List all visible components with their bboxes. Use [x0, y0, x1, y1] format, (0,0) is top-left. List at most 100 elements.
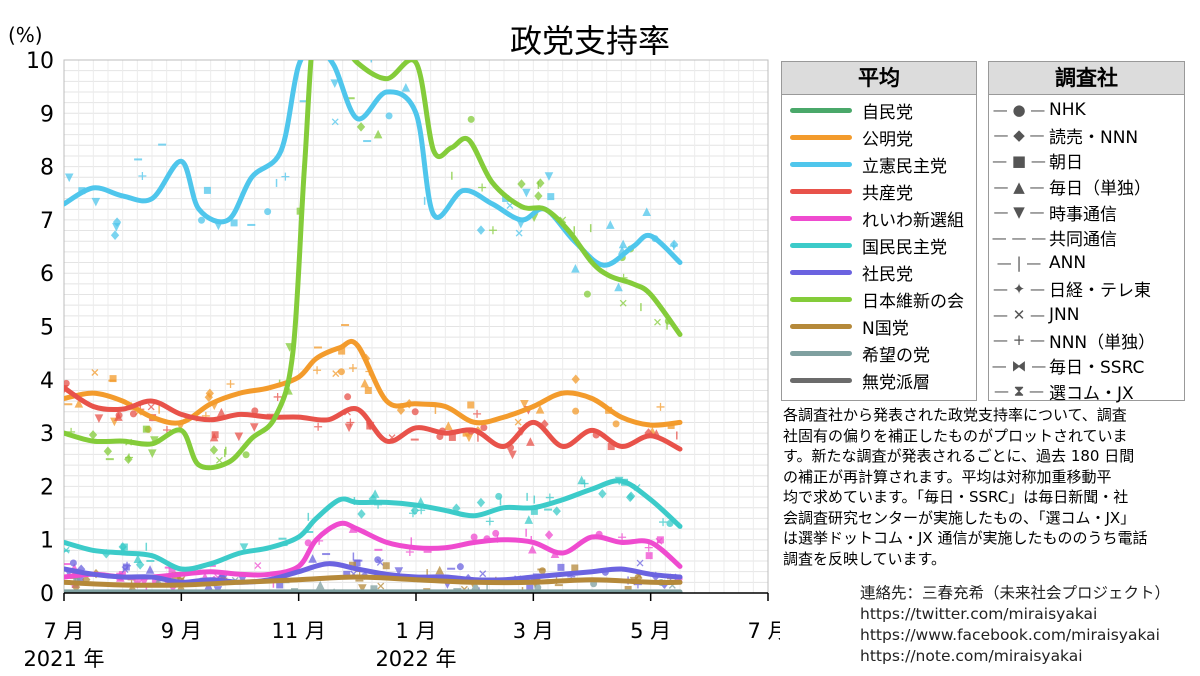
survey-marker-icon: — ● — [992, 100, 1046, 119]
note-link[interactable]: https://note.com/miraisyakai [860, 647, 1083, 665]
survey-point [205, 388, 214, 399]
survey-point [583, 290, 591, 298]
survey-point [456, 563, 464, 571]
legend-survey-item: — ✕ — JNN [989, 302, 1184, 328]
survey-point [228, 595, 234, 601]
survey-point [614, 282, 623, 292]
series-line-公明党 [64, 339, 683, 428]
survey-point [478, 183, 487, 192]
x-tick-label: 9 月 [161, 619, 202, 643]
survey-point [249, 423, 259, 432]
x-tick-label: 7 月 [747, 619, 780, 643]
legend-avg-item: 自民党 [782, 97, 976, 124]
y-tick-label: 4 [40, 369, 54, 394]
survey-point [103, 446, 113, 456]
legend-swatch [790, 108, 852, 113]
series-line-社民党 [64, 561, 683, 585]
survey-point [669, 239, 679, 250]
twitter-link[interactable]: https://twitter.com/miraisyakai [860, 605, 1098, 623]
survey-point [377, 582, 385, 590]
chart: 0 1 2 3 4 5 6 7 8 9 10 7 月 9 月 11 月 1 月 3 月 5 月 7 月 2021 年… [8, 22, 780, 671]
legend-label: 日本維新の会 [862, 292, 964, 312]
survey-point [314, 422, 323, 431]
survey-point [242, 451, 250, 459]
survey-point [217, 407, 226, 417]
legend-survey-item: — ▼ — 時事通信 [989, 199, 1184, 225]
survey-point [645, 552, 653, 560]
legend-label: 立憲民主党 [862, 157, 947, 177]
survey-point [408, 509, 417, 518]
legend-label: 毎日（単独） [1049, 179, 1151, 200]
survey-point [467, 401, 475, 409]
y-tick-label: 2 [40, 475, 54, 500]
survey-point [84, 601, 90, 607]
survey-point [221, 601, 229, 609]
note-line: す。新たな調査が発表されるごとに、過去 180 日間 [783, 447, 1135, 465]
survey-marker-icon: — ■ — [992, 151, 1046, 170]
survey-point [370, 489, 380, 498]
survey-point [536, 178, 545, 188]
survey-point [364, 386, 372, 394]
survey-point [249, 592, 257, 593]
survey-point [330, 79, 340, 88]
note-line: 各調査社から発表された政党支持率について、調査 [783, 406, 1127, 424]
legend-avg-item: 無党派層 [782, 367, 976, 394]
survey-point [120, 543, 128, 551]
legend-label: 国民民主党 [862, 238, 947, 258]
facebook-link[interactable]: https://www.facebook.com/miraisyakai [860, 626, 1160, 644]
legend-survey-item: — ▲ — 毎日（単独） [989, 174, 1184, 200]
survey-point [448, 433, 456, 441]
survey-point [636, 559, 644, 567]
survey-point [356, 122, 366, 132]
survey-point [476, 225, 486, 235]
survey-marker-icon: — ▼ — [993, 203, 1045, 222]
legend-swatch [790, 324, 852, 329]
survey-point [619, 299, 627, 307]
survey-point [230, 219, 238, 227]
y-tick-label: 0 [40, 582, 54, 607]
survey-point [666, 520, 674, 528]
legend-label: 共産党 [862, 184, 913, 204]
survey-point [557, 598, 564, 605]
survey-point [618, 239, 628, 249]
survey-point [385, 112, 393, 120]
chart-grid [63, 59, 769, 594]
survey-point [357, 509, 366, 519]
survey-point [488, 226, 497, 235]
survey-point [598, 489, 607, 499]
legend-swatch [790, 243, 852, 248]
survey-point [656, 402, 665, 411]
legend-swatch [790, 378, 852, 383]
survey-point [88, 430, 98, 440]
legend-label: 自民党 [862, 103, 913, 123]
survey-point [545, 493, 554, 502]
legend-swatch [790, 216, 852, 221]
legend-avg-item: れいわ新選組 [782, 205, 976, 232]
survey-point [115, 411, 123, 419]
series-line-れいわ新選組 [64, 520, 683, 580]
survey-point [476, 497, 486, 508]
series-line-日本維新の会 [64, 60, 683, 471]
y-tick-label: 6 [40, 262, 54, 287]
survey-point [642, 207, 652, 217]
legend-survey-item: — ◆ — 読売・NNN [989, 123, 1184, 149]
survey-point [153, 597, 160, 605]
contact-info: 連絡先：三春充希（未来社会プロジェクト） https://twitter.com… [860, 583, 1170, 667]
survey-point [122, 563, 130, 571]
survey-point [522, 188, 531, 198]
survey-point [571, 374, 580, 384]
survey-point [147, 449, 157, 458]
survey-point [254, 562, 262, 570]
survey-marker-icon: — ◆ — [993, 126, 1045, 145]
survey-point [331, 118, 339, 126]
survey-point [138, 172, 147, 181]
survey-point [480, 424, 488, 432]
survey-point [273, 392, 282, 401]
survey-point [226, 379, 235, 388]
survey-point [418, 598, 425, 605]
survey-point [526, 437, 535, 446]
y-tick-label: 3 [40, 422, 54, 447]
survey-point [535, 405, 545, 414]
survey-point [358, 584, 367, 593]
legend-survey-item: — | — ANN [989, 251, 1184, 277]
